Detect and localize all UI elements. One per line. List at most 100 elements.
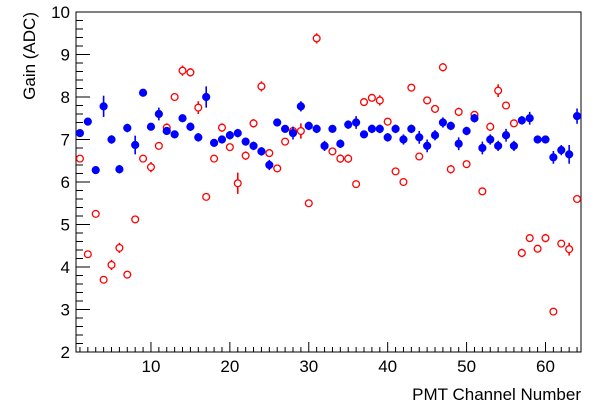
data-point xyxy=(312,124,321,133)
data-point xyxy=(399,135,408,144)
data-point xyxy=(399,177,408,187)
data-point xyxy=(170,130,179,139)
y-tick-label: 3 xyxy=(61,301,70,320)
data-point xyxy=(383,117,392,126)
data-point xyxy=(549,153,558,162)
data-point xyxy=(75,154,84,163)
data-point xyxy=(415,133,424,142)
data-point xyxy=(565,150,574,159)
series-layer xyxy=(75,33,582,316)
data-point xyxy=(170,92,179,102)
data-point xyxy=(352,118,361,127)
data-point xyxy=(241,151,250,160)
data-point xyxy=(217,135,227,144)
data-point xyxy=(359,98,369,107)
data-point xyxy=(367,124,376,133)
data-point xyxy=(288,129,298,138)
data-point xyxy=(438,118,448,127)
data-point xyxy=(91,209,100,218)
data-point xyxy=(202,92,211,102)
data-point xyxy=(557,239,566,248)
data-point xyxy=(146,163,156,172)
y-tick-label: 8 xyxy=(61,88,70,107)
data-point xyxy=(383,133,392,142)
data-point xyxy=(391,124,400,133)
data-point xyxy=(91,166,100,175)
data-point xyxy=(391,167,400,176)
data-point xyxy=(131,215,140,224)
data-point xyxy=(462,160,471,169)
data-point xyxy=(375,96,384,105)
data-point xyxy=(115,243,124,252)
y-tick-label: 5 xyxy=(61,216,70,235)
data-point xyxy=(478,187,487,196)
data-point xyxy=(359,130,369,139)
data-point xyxy=(525,114,534,123)
data-point xyxy=(565,245,574,254)
data-point xyxy=(296,126,305,136)
data-point xyxy=(328,124,337,133)
data-point xyxy=(557,146,566,155)
data-point xyxy=(194,133,203,142)
data-point xyxy=(573,194,582,204)
data-point xyxy=(352,180,361,189)
data-point xyxy=(423,141,432,150)
data-point xyxy=(178,114,187,123)
data-point xyxy=(328,147,337,156)
x-tick-label: 40 xyxy=(378,357,397,376)
data-point xyxy=(304,121,313,131)
data-point xyxy=(225,143,234,152)
data-point xyxy=(533,135,542,144)
x-tick-label: 60 xyxy=(536,357,555,376)
data-point xyxy=(517,116,526,125)
data-point xyxy=(233,179,242,188)
data-point xyxy=(107,260,116,269)
data-point xyxy=(572,112,582,121)
data-point xyxy=(178,66,187,75)
data-point xyxy=(202,192,211,201)
data-point xyxy=(225,131,234,140)
data-point xyxy=(312,34,321,43)
data-point xyxy=(162,126,171,136)
data-point xyxy=(123,270,132,279)
data-point xyxy=(320,141,329,150)
data-point xyxy=(99,275,108,284)
data-point xyxy=(494,141,503,150)
data-point xyxy=(407,124,416,133)
data-point xyxy=(249,141,258,150)
data-point xyxy=(462,126,471,136)
data-point xyxy=(281,124,290,133)
data-point xyxy=(257,147,266,156)
data-point xyxy=(509,141,519,150)
data-point xyxy=(138,88,148,97)
x-tick-label: 20 xyxy=(220,357,239,376)
data-point xyxy=(257,82,266,91)
y-axis-ticks: 2 3 4 5 6 7 8 9 10 xyxy=(51,3,90,362)
data-point xyxy=(83,117,92,126)
y-tick-label: 6 xyxy=(61,173,70,192)
data-point xyxy=(517,248,526,258)
data-point xyxy=(210,154,219,163)
y-tick-label: 10 xyxy=(51,3,70,22)
data-point xyxy=(83,250,92,259)
data-point xyxy=(154,141,163,150)
data-point xyxy=(75,129,85,138)
data-point xyxy=(233,129,242,138)
data-point xyxy=(525,234,534,243)
x-tick-label: 30 xyxy=(299,357,318,376)
data-point xyxy=(501,101,511,110)
data-point xyxy=(367,93,376,102)
data-point xyxy=(438,63,447,72)
data-point xyxy=(486,122,495,131)
data-point xyxy=(281,137,290,146)
data-point xyxy=(541,135,550,144)
data-point xyxy=(454,139,463,148)
data-point xyxy=(209,138,219,147)
data-point xyxy=(273,118,282,127)
y-tick-label: 7 xyxy=(61,131,70,150)
data-point xyxy=(123,123,132,133)
data-point xyxy=(446,165,455,174)
data-point xyxy=(249,119,258,128)
